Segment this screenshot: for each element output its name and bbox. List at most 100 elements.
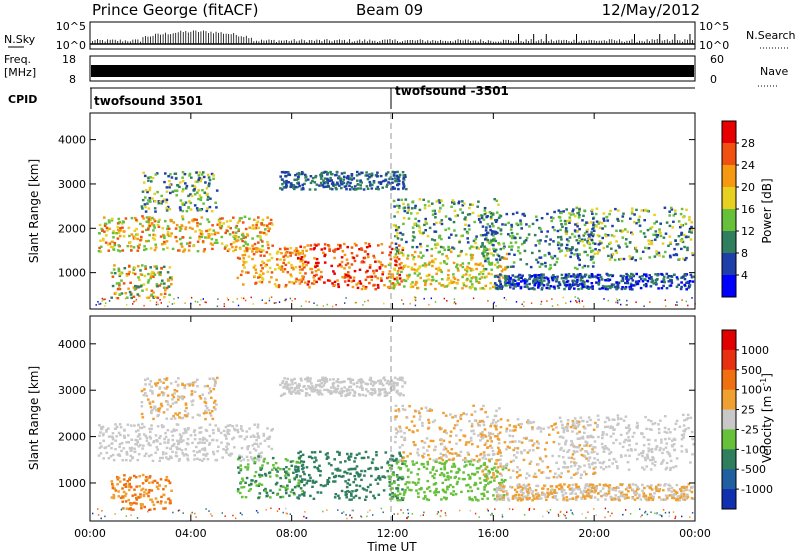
power-cell: [377, 244, 380, 247]
velocity-cell: [457, 467, 460, 471]
power-cell: [337, 175, 341, 178]
power-cell: [279, 258, 282, 261]
power-cell: [268, 259, 271, 262]
power-cell: [147, 218, 151, 221]
power-cell: [328, 249, 331, 252]
velocity-cell: [167, 497, 171, 500]
velocity-cell: [267, 445, 271, 448]
velocity-cell: [455, 471, 458, 474]
velocity-cell: [493, 435, 497, 438]
power-noise-cell: [135, 298, 138, 301]
power-cell: [538, 276, 541, 279]
power-noise-cell: [102, 298, 104, 301]
velocity-cell: [110, 442, 114, 445]
velocity-cell: [157, 394, 160, 397]
velocity-cell: [131, 457, 134, 460]
velocity-cell: [111, 432, 115, 435]
velocity-cell: [403, 431, 406, 435]
power-cell: [254, 281, 258, 284]
power-cell: [166, 205, 170, 209]
velocity-cell: [233, 429, 237, 432]
power-cell: [365, 246, 369, 249]
velocity-cell: [158, 484, 161, 487]
power-cell: [649, 240, 653, 244]
power-cell: [153, 238, 156, 241]
power-cell: [568, 247, 572, 251]
power-cell: [253, 264, 257, 267]
velocity-cell: [214, 408, 217, 411]
power-cell: [111, 217, 114, 221]
power-cell: [333, 256, 336, 260]
power-cell: [357, 282, 360, 285]
power-cell: [644, 246, 647, 249]
power-cell: [381, 186, 384, 189]
velocity-cell: [225, 445, 228, 448]
power-cell: [181, 180, 185, 183]
velocity-cell: [440, 442, 444, 445]
velocity-cell: [130, 438, 134, 441]
velocity-cell: [134, 442, 137, 446]
velocity-cell: [133, 501, 136, 505]
power-cell: [202, 250, 206, 253]
power-cell: [622, 212, 625, 215]
power-cell: [483, 276, 487, 279]
velocity-cell: [198, 414, 201, 417]
velocity-cell: [261, 464, 264, 467]
velocity-cell: [166, 400, 169, 403]
velocity-cell: [532, 442, 536, 445]
power-cell: [675, 285, 679, 288]
power-cell: [145, 220, 149, 223]
power-noise-cell: [243, 297, 245, 300]
power-cell: [492, 285, 495, 289]
power-cell: [320, 177, 323, 180]
power-cell: [144, 189, 148, 192]
power-cell: [529, 287, 533, 290]
power-cell: [267, 229, 270, 233]
velocity-cell: [107, 444, 111, 447]
velocity-cell: [206, 458, 210, 461]
power-cell: [396, 269, 400, 273]
power-cell: [266, 243, 270, 247]
power-cell: [284, 186, 288, 189]
power-cell: [300, 280, 303, 283]
power-cell: [321, 184, 325, 187]
power-cell: [211, 224, 214, 227]
power-cell: [171, 190, 175, 193]
power-cell: [457, 202, 460, 205]
power-cell: [492, 225, 495, 228]
velocity-cell: [418, 412, 421, 415]
power-cell: [233, 237, 237, 240]
velocity-cell: [452, 463, 456, 466]
velocity-cell: [413, 424, 416, 427]
power-cell: [266, 226, 270, 229]
power-cell: [447, 227, 451, 230]
power-cell: [395, 276, 399, 279]
velocity-cell: [499, 462, 502, 465]
velocity-cell: [116, 475, 119, 479]
velocity-cell: [248, 427, 251, 430]
velocity-cell: [445, 431, 448, 435]
velocity-cell: [505, 427, 509, 430]
velocity-cell: [130, 447, 133, 450]
power-cell: [381, 273, 384, 276]
power-cell: [600, 241, 603, 245]
power-cell: [131, 271, 135, 275]
power-cell: [146, 220, 150, 223]
power-cell: [447, 245, 450, 249]
power-cell: [544, 265, 547, 268]
velocity-cell: [362, 456, 366, 460]
power-cell: [156, 190, 159, 194]
velocity-cell: [465, 464, 468, 467]
power-cell: [391, 273, 394, 276]
power-cell: [295, 247, 298, 250]
power-cell: [662, 236, 666, 239]
velocity-cell: [427, 427, 430, 430]
power-cell: [572, 279, 576, 282]
power-cell: [565, 280, 569, 284]
velocity-cell: [139, 503, 143, 506]
velocity-cell: [170, 417, 173, 420]
velocity-cell: [451, 493, 455, 496]
power-cell: [411, 235, 415, 238]
velocity-cell: [114, 448, 117, 451]
velocity-cell: [240, 455, 244, 458]
